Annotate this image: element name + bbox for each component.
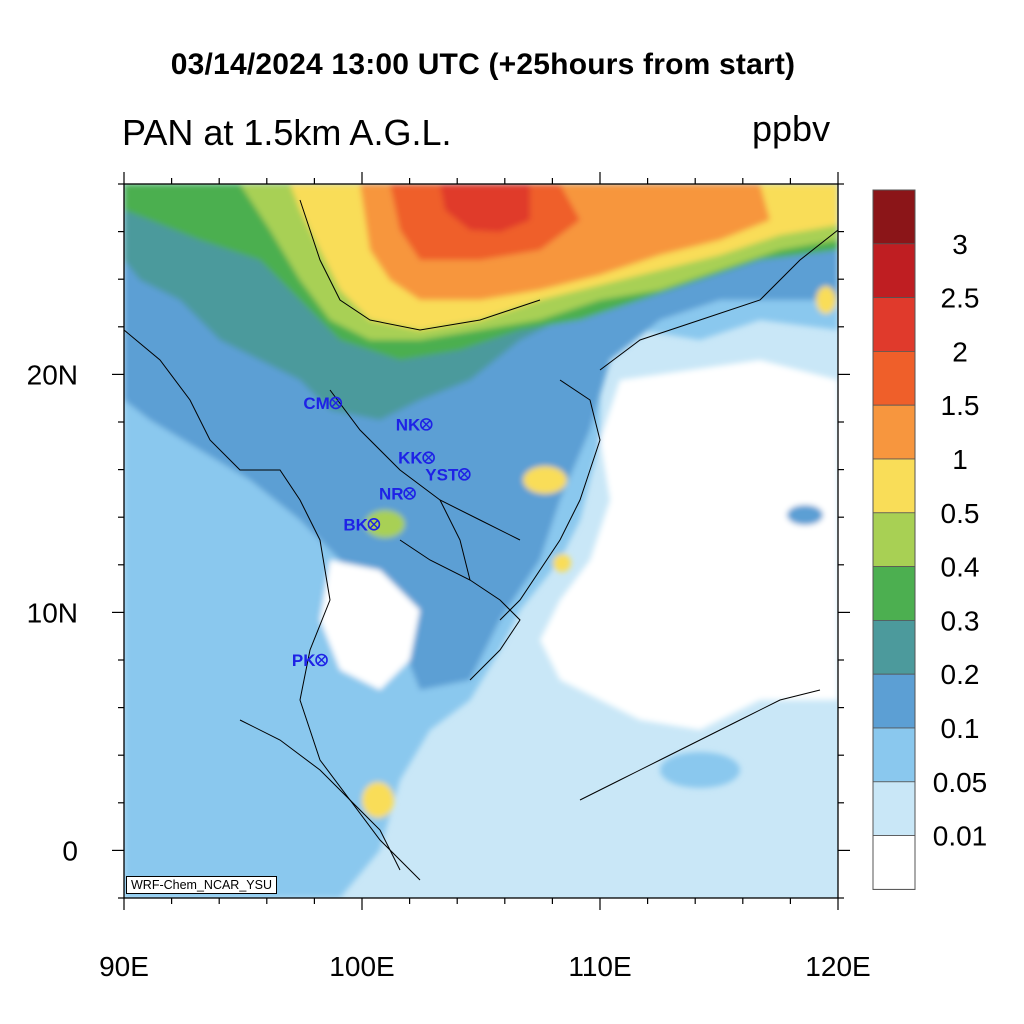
border-thai-cambodia [439,499,471,581]
station-label: YST [425,465,459,484]
x-tick-label: 110E [568,951,631,982]
colorbar-swatch [872,835,916,890]
colorbar-swatch [872,404,916,460]
colorbar-label: 2.5 [941,283,980,314]
sea-clear-area [540,360,838,730]
station-yst: YST [425,465,471,484]
station-pk: PK [292,651,328,670]
border-thai-laos [329,389,521,541]
colorbar-frame [872,189,916,890]
station-label: NK [396,415,421,434]
colorbar-label: 0.3 [941,605,980,636]
station-label: CM [303,394,329,413]
colorbar-label: 0.01 [933,821,988,852]
hotspot-sumatra [362,782,394,818]
model-credit: WRF-Chem_NCAR_YSU [126,876,277,894]
colorbar-swatch [872,620,916,675]
station-kk: KK [398,449,435,468]
coastline-borneo [579,689,821,801]
colorbar-label: 3 [952,229,968,260]
station-nr: NR [379,484,416,503]
x-tick-label: 120E [805,951,870,982]
hotspot-bk [365,510,405,538]
station-marker-icon [422,451,435,465]
colorbar: 3 2.5 2 1.5 1 0.5 0.4 0.3 0.2 0.1 0.05 0.01 [872,189,988,890]
station-cm: CM [303,394,343,413]
colorbar-label: 1 [952,444,968,475]
colorbar-swatch [872,243,916,299]
coastline-west [124,329,401,871]
station-marker-icon [367,518,381,531]
coastline-vietnam [499,379,601,621]
variable-label: PAN at 1.5km A.G.L. [122,112,452,153]
station-label: KK [398,449,423,468]
border-north [299,199,541,331]
colorbar-swatch [872,297,916,352]
station-marker-icon [419,418,433,431]
colorbar-label: 0.4 [941,552,980,583]
patch-philippines [787,505,823,525]
station-bk: BK [343,515,381,534]
patch-borneo [660,752,740,788]
hotspot-vietnam [523,466,567,494]
colorbar-label: 0.2 [941,659,980,690]
station-marker-icon [403,487,416,500]
station-label: BK [343,515,368,534]
colorbar-label: 0.5 [941,498,980,529]
station-label: PK [292,651,316,670]
colorbar-swatch [872,189,916,245]
station-marker-icon [329,396,343,410]
colorbar-swatch [872,350,916,406]
pan-concentration-field [124,184,838,898]
station-label: NR [379,484,404,503]
colorbar-swatch [872,673,916,729]
main-title: 03/14/2024 13:00 UTC (+25hours from star… [170,48,796,81]
x-tick-label: 100E [329,951,394,982]
station-nk: NK [396,415,433,434]
colorbar-label: 0.05 [933,767,988,798]
station-marker-icon [315,653,328,667]
colorbar-swatch [872,727,916,783]
hotspot-vietnam-coast [553,554,571,572]
coastline-china [599,229,838,371]
axis-tick-labels: 90E 100E 110E 120E 20N 10N 0 [27,359,871,982]
colorbar-label: 2 [952,336,968,367]
coastline-gulf [399,539,521,681]
coastline-sumatra [239,719,421,881]
colorbar-swatch [872,781,916,836]
y-tick-label: 0 [62,835,78,866]
gulf-clear-area [320,560,420,690]
colorbar-swatch [872,566,916,621]
colorbar-swatch [872,512,916,567]
y-tick-label: 20N [27,359,78,390]
y-tick-label: 10N [27,597,78,628]
colorbar-label: 0.1 [941,713,980,744]
hotspot-taiwan [816,286,836,314]
station-marker-icon [458,468,471,481]
axis-ticks [112,172,850,910]
coastlines-and-borders [124,199,838,881]
units-label: ppbv [752,108,831,149]
field-2 [440,184,530,232]
colorbar-swatch [872,458,916,514]
map-frame [123,183,839,899]
colorbar-label: 1.5 [941,390,980,421]
x-tick-label: 90E [99,951,149,982]
